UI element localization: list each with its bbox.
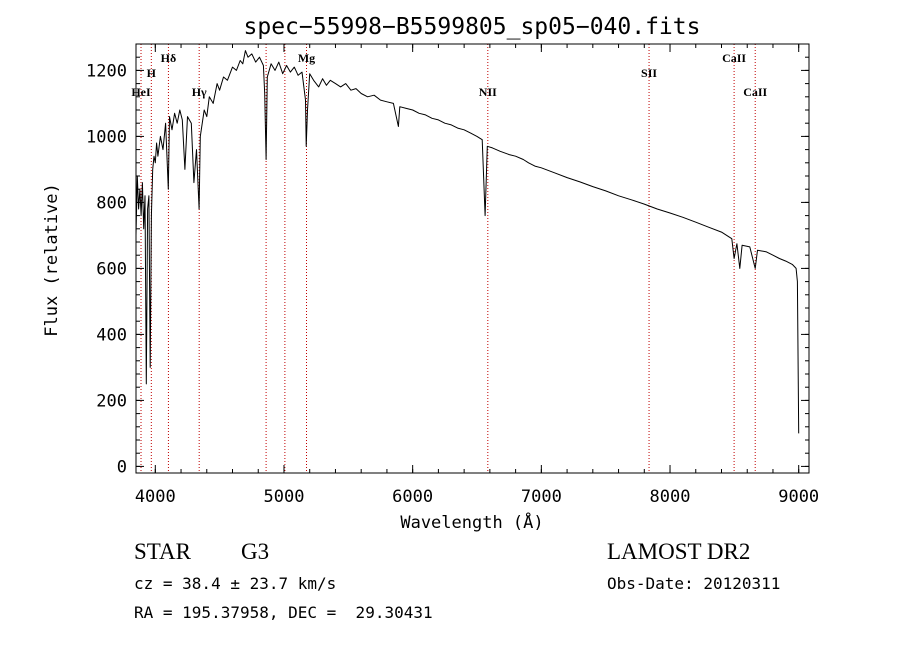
y-tick-label-0: 0: [117, 457, 127, 477]
y-axis-label: Flux (relative): [42, 183, 62, 337]
line-label-9: CaII: [722, 51, 746, 65]
line-label-8: SII: [641, 66, 657, 80]
x-tick-label-0: 4000: [135, 487, 176, 507]
observation-date: Obs-Date: 20120311: [607, 574, 781, 593]
y-tick-label-2: 400: [96, 325, 127, 345]
x-tick-label-5: 9000: [778, 487, 819, 507]
line-label-2: Hδ: [161, 51, 177, 65]
survey-name: LAMOST DR2: [607, 539, 751, 564]
chart-title: spec−55998−B5599805_sp05−040.fits: [244, 14, 701, 40]
line-label-7: NII: [479, 85, 497, 99]
line-label-3: Hγ: [192, 85, 207, 99]
y-tick-label-1: 200: [96, 391, 127, 411]
y-tick-label-6: 1200: [86, 61, 127, 81]
object-class: STAR: [134, 539, 191, 564]
y-tick-label-3: 600: [96, 259, 127, 279]
x-tick-label-1: 5000: [264, 487, 305, 507]
line-label-10: CaII: [743, 85, 767, 99]
x-tick-label-2: 6000: [392, 487, 433, 507]
y-tick-label-4: 800: [96, 193, 127, 213]
line-label-1: H: [147, 66, 157, 80]
x-tick-label-4: 8000: [650, 487, 691, 507]
line-label-6: Mg: [298, 51, 315, 65]
x-axis-label: Wavelength (Å): [400, 511, 543, 533]
line-label-0: HeI: [131, 85, 151, 99]
subclass: G3: [241, 539, 270, 564]
spectrum-series-0: [135, 50, 800, 434]
x-tick-label-3: 7000: [521, 487, 562, 507]
redshift-cz: cz = 38.4 ± 23.7 km/s: [134, 574, 337, 593]
plot-frame: [135, 43, 810, 474]
ra-dec-coordinates: RA = 195.37958, DEC = 29.30431: [134, 603, 433, 622]
y-tick-label-5: 1000: [86, 127, 127, 147]
